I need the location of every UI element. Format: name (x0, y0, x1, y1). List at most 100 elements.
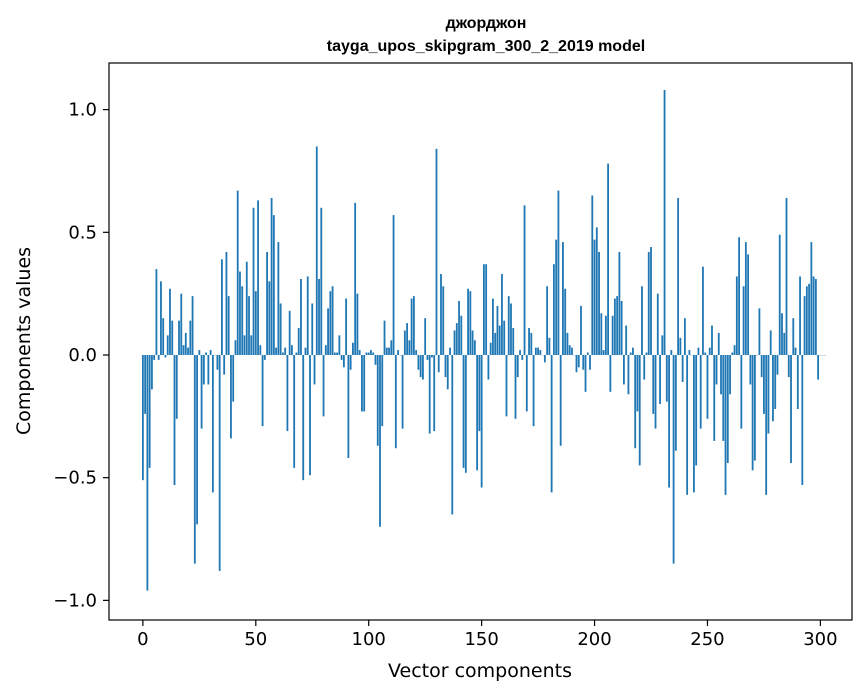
bar-component-93 (352, 342, 354, 355)
bar-component-256 (720, 355, 722, 395)
bar-component-274 (760, 355, 763, 378)
bar-component-181 (550, 355, 553, 493)
bar-component-164 (512, 328, 515, 355)
bar-component-57 (270, 197, 273, 355)
bar-component-257 (722, 355, 725, 441)
bar-component-151 (482, 264, 485, 355)
bar-component-268 (747, 254, 750, 355)
x-tick-label: 250 (690, 629, 724, 650)
bar-component-47 (248, 296, 250, 355)
chart-subtitle: tayga_upos_skipgram_300_2_2019 model (327, 38, 645, 55)
bar-component-74 (309, 355, 311, 476)
bar-component-48 (250, 335, 253, 355)
bar-component-275 (763, 355, 765, 414)
bar-component-80 (322, 355, 325, 417)
bar-component-45 (243, 335, 246, 355)
bar-component-237 (677, 197, 680, 355)
bar-component-128 (431, 355, 433, 358)
bar-component-14 (173, 355, 176, 486)
bar-component-131 (437, 355, 440, 373)
bar-component-184 (557, 190, 560, 355)
bar-component-174 (534, 347, 537, 355)
y-tick-label: 0.5 (68, 222, 97, 243)
bar-component-124 (422, 355, 424, 380)
bars-group (141, 89, 826, 591)
bar-component-25 (198, 350, 201, 355)
x-tick-label: 50 (244, 629, 267, 650)
bar-component-250 (706, 355, 709, 419)
bar-component-269 (749, 355, 752, 385)
bar-component-165 (514, 355, 517, 419)
bar-component-208 (611, 315, 614, 355)
bar-component-297 (812, 276, 815, 355)
bar-component-120 (412, 296, 415, 355)
bar-component-43 (239, 271, 241, 355)
x-tick-label: 300 (803, 629, 837, 650)
bar-component-163 (510, 303, 512, 355)
bar-component-245 (695, 355, 698, 466)
bar-component-16 (178, 320, 180, 355)
bar-component-294 (805, 286, 808, 355)
bar-component-110 (390, 340, 393, 355)
bar-component-140 (458, 301, 460, 355)
bar-component-29 (207, 355, 210, 385)
bar-component-103 (374, 355, 377, 365)
bar-component-280 (774, 355, 777, 409)
bar-component-288 (792, 318, 795, 355)
bar-component-98 (363, 355, 366, 412)
bar-component-295 (808, 283, 810, 355)
bar-component-220 (638, 355, 641, 466)
bar-component-241 (686, 355, 689, 495)
bar-component-12 (169, 288, 171, 355)
bar-component-166 (516, 355, 519, 378)
bar-component-233 (668, 355, 670, 488)
bar-component-65 (288, 310, 291, 355)
bar-component-214 (625, 325, 628, 355)
bar-component-247 (699, 355, 702, 429)
bar-component-113 (397, 350, 399, 355)
bar-component-291 (799, 276, 801, 355)
bar-component-58 (272, 215, 275, 355)
bar-component-38 (227, 296, 230, 355)
bar-component-24 (196, 355, 198, 525)
bar-component-240 (683, 318, 686, 355)
bar-component-123 (419, 355, 422, 378)
bar-component-178 (543, 355, 546, 363)
bar-component-99 (365, 352, 368, 355)
bar-component-227 (654, 355, 657, 429)
bar-component-31 (211, 355, 214, 493)
bar-component-21 (189, 320, 192, 355)
bar-component-182 (552, 264, 555, 355)
x-tick-label: 200 (577, 629, 611, 650)
bar-component-205 (604, 315, 607, 355)
bar-component-81 (324, 345, 327, 355)
bar-component-22 (191, 296, 194, 355)
bar-component-56 (268, 281, 271, 355)
bar-component-142 (462, 355, 465, 468)
bar-component-134 (444, 355, 447, 378)
bar-component-258 (724, 355, 727, 495)
bar-component-203 (600, 313, 603, 355)
bar-component-50 (254, 291, 257, 355)
bar-component-276 (765, 355, 768, 495)
bar-component-117 (406, 323, 409, 355)
bar-component-230 (661, 335, 664, 355)
bar-component-35 (221, 259, 223, 355)
bar-component-286 (787, 355, 790, 378)
bar-component-10 (164, 355, 167, 358)
bar-component-20 (187, 347, 189, 355)
bar-component-175 (537, 347, 539, 355)
bar-component-255 (717, 332, 720, 355)
plot-frame (108, 62, 853, 621)
bar-component-96 (358, 350, 361, 355)
bar-component-252 (711, 325, 713, 355)
bar-component-69 (297, 328, 300, 355)
bar-component-13 (171, 320, 174, 355)
y-axis-ticks: −1.0 −0.5 0.0 0.5 1.0 (53, 100, 109, 611)
bar-component-260 (729, 355, 731, 395)
x-tick-label: 100 (352, 629, 386, 650)
bar-component-71 (302, 355, 305, 481)
bar-component-73 (306, 276, 309, 355)
bar-component-162 (507, 296, 510, 355)
